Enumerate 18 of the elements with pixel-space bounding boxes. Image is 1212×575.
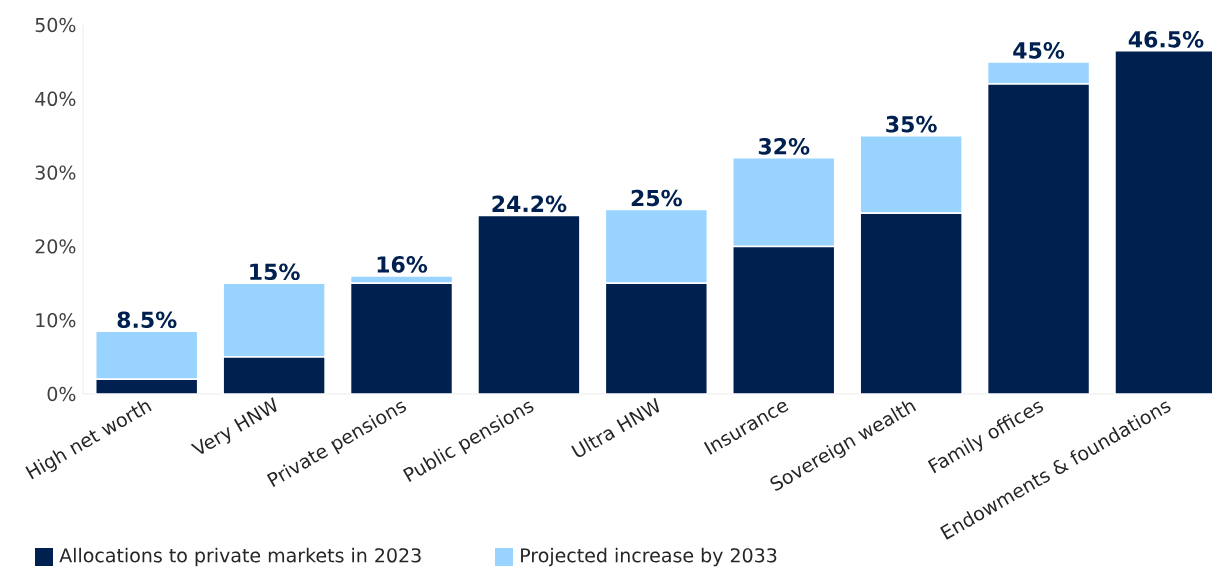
total-label: 32% (758, 138, 810, 155)
total-label: 45% (1013, 42, 1065, 59)
total-label: 25% (631, 189, 682, 207)
total-label: 35% (886, 115, 937, 133)
y-tick-label: 50% (35, 17, 76, 33)
y-tick-label: 40% (35, 91, 76, 106)
y-tick-label: 10% (36, 313, 76, 328)
total-label: 46.5% (1128, 30, 1204, 48)
total-label: 24.2% (492, 195, 567, 213)
y-tick-label: 30% (35, 165, 76, 180)
total-label: 15% (250, 263, 300, 281)
y-tick-label: 0% (47, 386, 76, 402)
bar (477, 214, 581, 395)
y-tick-label: 20% (35, 239, 76, 254)
legend-label: Projected increase by 2033 (521, 547, 777, 567)
total-label: 8.5% (117, 311, 177, 329)
total-label: 16% (377, 256, 428, 273)
legend-label: Allocations to private markets in 2023 (59, 547, 421, 567)
